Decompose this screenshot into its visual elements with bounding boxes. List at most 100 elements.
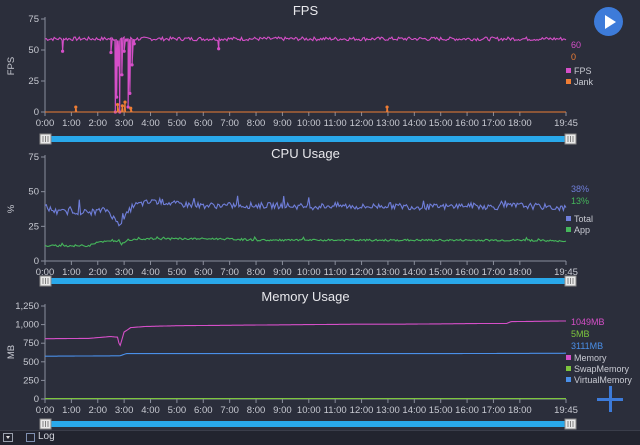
x-tick-label: 0:00: [36, 267, 55, 278]
x-tick-label: 10:00: [297, 405, 321, 416]
x-tick-label: 5:00: [168, 267, 187, 278]
x-tick-label: 13:00: [376, 118, 400, 129]
series-line: [45, 352, 566, 357]
x-tick-label: 16:00: [455, 405, 479, 416]
time-range-slider[interactable]: [46, 136, 570, 142]
x-tick-label: 19:45: [554, 267, 578, 278]
x-tick-label: 16:00: [455, 118, 479, 129]
series-point: [120, 73, 124, 77]
y-axis-label: MB: [6, 345, 17, 359]
series-point: [123, 100, 127, 104]
series-line: [45, 320, 566, 347]
x-tick-label: 17:00: [482, 118, 506, 129]
x-tick-label: 19:45: [554, 118, 578, 129]
x-tick-label: 15:00: [429, 118, 453, 129]
legend-swatch: [566, 68, 571, 73]
x-tick-label: 15:00: [429, 405, 453, 416]
y-tick-label: 50: [28, 187, 39, 198]
series-point: [132, 42, 136, 46]
x-tick-label: 3:00: [115, 118, 134, 129]
legend-swatch: [566, 377, 571, 382]
y-axis-label: %: [6, 204, 17, 213]
x-tick-label: 16:00: [455, 267, 479, 278]
current-value-label: 3111MB: [571, 341, 603, 351]
y-tick-label: 0: [34, 107, 39, 118]
x-tick-label: 4:00: [141, 118, 160, 129]
x-tick-label: 7:00: [220, 267, 239, 278]
x-tick-label: 1:00: [62, 267, 81, 278]
x-tick-label: 10:00: [297, 267, 321, 278]
series-point: [109, 50, 113, 55]
x-tick-label: 11:00: [324, 405, 347, 416]
log-checkbox[interactable]: [26, 433, 35, 442]
y-tick-label: 75: [28, 152, 39, 163]
x-tick-label: 12:00: [350, 118, 374, 129]
chevron-down-icon[interactable]: [3, 433, 13, 442]
series-point: [126, 105, 130, 109]
y-tick-label: 500: [23, 357, 39, 368]
x-tick-label: 13:00: [376, 405, 400, 416]
series-point: [129, 106, 133, 110]
legend-swatch: [566, 216, 571, 221]
x-tick-label: 12:00: [350, 405, 374, 416]
legend-label: App: [574, 225, 590, 235]
y-axis-label: FPS: [6, 57, 17, 75]
x-tick-label: 18:00: [508, 267, 532, 278]
time-range-slider[interactable]: [46, 278, 570, 284]
x-tick-label: 9:00: [273, 118, 292, 129]
series-line: [44, 195, 567, 227]
legend-swatch: [566, 79, 571, 84]
x-tick-label: 7:00: [220, 118, 239, 129]
x-tick-label: 2:00: [89, 267, 108, 278]
x-tick-label: 9:00: [273, 267, 292, 278]
x-tick-label: 11:00: [324, 267, 347, 278]
chart-title: Memory Usage: [261, 289, 349, 304]
x-tick-label: 6:00: [194, 405, 213, 416]
legend-label: VirtualMemory: [574, 375, 632, 385]
x-tick-label: 11:00: [324, 118, 347, 129]
x-tick-label: 13:00: [376, 267, 400, 278]
x-tick-label: 2:00: [89, 118, 108, 129]
x-tick-label: 17:00: [482, 405, 506, 416]
legend-label: FPS: [574, 66, 592, 76]
log-label: Log: [38, 431, 55, 442]
play-icon[interactable]: [594, 7, 623, 36]
x-tick-label: 0:00: [36, 405, 55, 416]
x-tick-label: 17:00: [482, 267, 506, 278]
x-tick-label: 12:00: [350, 267, 374, 278]
x-tick-label: 8:00: [247, 405, 266, 416]
series-line: [44, 35, 567, 113]
series-point: [122, 49, 126, 53]
x-tick-label: 7:00: [220, 405, 239, 416]
current-value-label: 1049MB: [571, 317, 605, 327]
series-point: [128, 91, 132, 95]
x-tick-label: 18:00: [508, 118, 532, 129]
x-tick-label: 2:00: [89, 405, 108, 416]
legend-swatch: [566, 227, 571, 232]
x-tick-label: 1:00: [62, 405, 81, 416]
series-line: [44, 235, 567, 248]
y-tick-label: 75: [28, 14, 39, 25]
chart-title: FPS: [293, 3, 319, 18]
legend-label: SwapMemory: [574, 364, 630, 374]
series-point: [385, 105, 389, 109]
x-tick-label: 6:00: [194, 118, 213, 129]
current-value-label: 5MB: [571, 329, 590, 339]
y-tick-label: 750: [23, 338, 39, 349]
series-point: [74, 105, 78, 109]
series-point: [115, 95, 119, 99]
y-tick-label: 250: [23, 375, 39, 386]
plus-icon[interactable]: [597, 386, 623, 412]
x-tick-label: 14:00: [402, 405, 426, 416]
series-point: [60, 49, 65, 53]
x-tick-label: 9:00: [273, 405, 292, 416]
x-tick-label: 8:00: [247, 118, 266, 129]
x-tick-label: 18:00: [508, 405, 532, 416]
time-range-slider[interactable]: [46, 421, 570, 427]
x-tick-label: 5:00: [168, 118, 187, 129]
series-point: [124, 38, 128, 42]
legend-label: Jank: [574, 77, 594, 87]
legend-label: Memory: [574, 353, 607, 363]
x-tick-label: 4:00: [141, 405, 160, 416]
